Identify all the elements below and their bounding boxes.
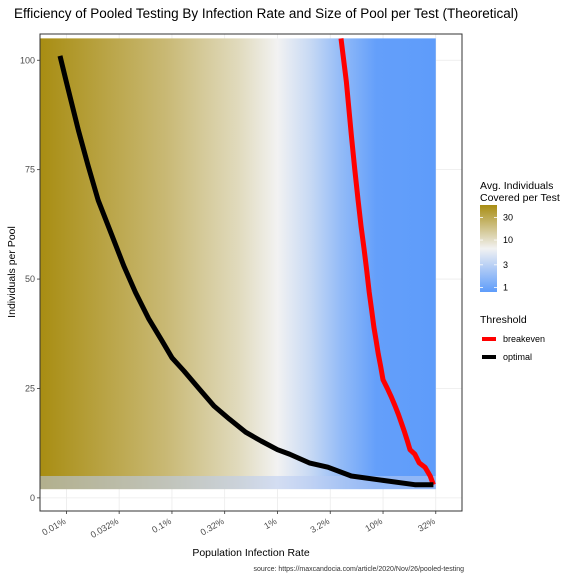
fill-legend: Avg. Individuals Covered per Test 30 10 3 1 (480, 180, 560, 292)
colorbar-tick-label: 30 (503, 212, 513, 222)
legend-label-optimal: optimal (503, 352, 532, 362)
x-axis-title: Population Infection Rate (192, 547, 309, 559)
y-tick-label: 100 (20, 55, 35, 65)
x-tick-label: 0.32% (199, 516, 226, 537)
colorbar-tick-label: 1 (503, 282, 508, 292)
x-tick-label: 1% (262, 516, 278, 531)
x-tick-label: 0.1% (150, 516, 173, 535)
colorbar-tick-label: 3 (503, 260, 508, 270)
legend-label-breakeven: breakeven (503, 334, 545, 344)
x-tick-label: 10% (363, 516, 384, 534)
plot-panel (40, 34, 462, 511)
y-tick-label: 50 (25, 274, 35, 284)
x-axis-ticks: 0.01% 0.032% 0.1% 0.32% 1% 3.2% 10% 32% (40, 511, 436, 540)
x-tick-label: 0.032% (89, 516, 120, 540)
threshold-legend: Threshold breakeven optimal (480, 314, 545, 362)
fill-legend-colorbar (480, 205, 497, 292)
y-axis-ticks: 0 25 50 75 100 (20, 55, 40, 503)
x-tick-label: 0.01% (40, 516, 67, 537)
fill-legend-title-line1: Avg. Individuals (480, 180, 553, 192)
y-tick-label: 25 (25, 383, 35, 393)
fill-legend-title-line2: Covered per Test (480, 192, 560, 204)
x-tick-label: 32% (416, 516, 437, 534)
y-tick-label: 0 (30, 493, 35, 503)
y-axis-title: Individuals per Pool (6, 226, 18, 318)
x-tick-label: 3.2% (308, 516, 331, 535)
chart-title: Efficiency of Pooled Testing By Infectio… (14, 6, 518, 21)
chart-caption: source: https://maxcandocia.com/article/… (253, 566, 464, 573)
threshold-legend-title: Threshold (480, 314, 527, 326)
heatmap-tiles (40, 38, 436, 489)
colorbar-tick-label: 10 (503, 235, 513, 245)
y-tick-label: 75 (25, 165, 35, 175)
